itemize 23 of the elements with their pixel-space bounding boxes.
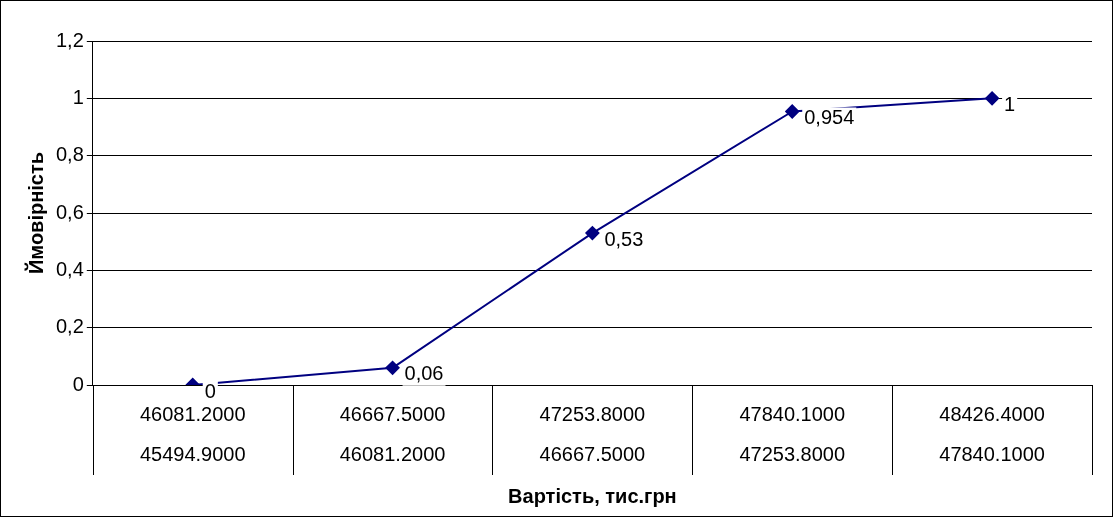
x-tick-label: 47253.8000 46667.5000 bbox=[539, 402, 646, 465]
x-axis-title: Вартість, тис.грн bbox=[508, 484, 677, 507]
y-tick-label: 1,2 bbox=[55, 28, 84, 51]
data-label: 1 bbox=[1004, 92, 1016, 115]
x-tick-label: 48426.4000 47840.1000 bbox=[939, 402, 1045, 465]
point bbox=[785, 104, 800, 119]
x-tick-label: 46081.2000 45494.9000 bbox=[139, 402, 246, 465]
y-tick-label: 0 bbox=[72, 372, 84, 395]
data-label: 0 bbox=[204, 379, 216, 402]
y-axis-title: Ймовірність bbox=[23, 151, 47, 275]
x-tick-label: 47840.1000 47253.8000 bbox=[739, 402, 846, 465]
y-tick-label: 0,8 bbox=[55, 143, 84, 166]
y-tick-label: 1 bbox=[72, 85, 84, 108]
y-tick-label: 0,6 bbox=[55, 200, 84, 223]
point bbox=[385, 360, 400, 375]
point bbox=[985, 91, 1000, 106]
data-label: 0,954 bbox=[804, 106, 855, 129]
data-label: 0,53 bbox=[604, 227, 644, 250]
data-label: 0,06 bbox=[404, 362, 444, 385]
point bbox=[585, 226, 600, 241]
x-tick-label: 46667.5000 46081.2000 bbox=[339, 402, 446, 465]
y-tick-label: 0,2 bbox=[55, 315, 84, 338]
y-tick-label: 0,4 bbox=[55, 257, 84, 280]
